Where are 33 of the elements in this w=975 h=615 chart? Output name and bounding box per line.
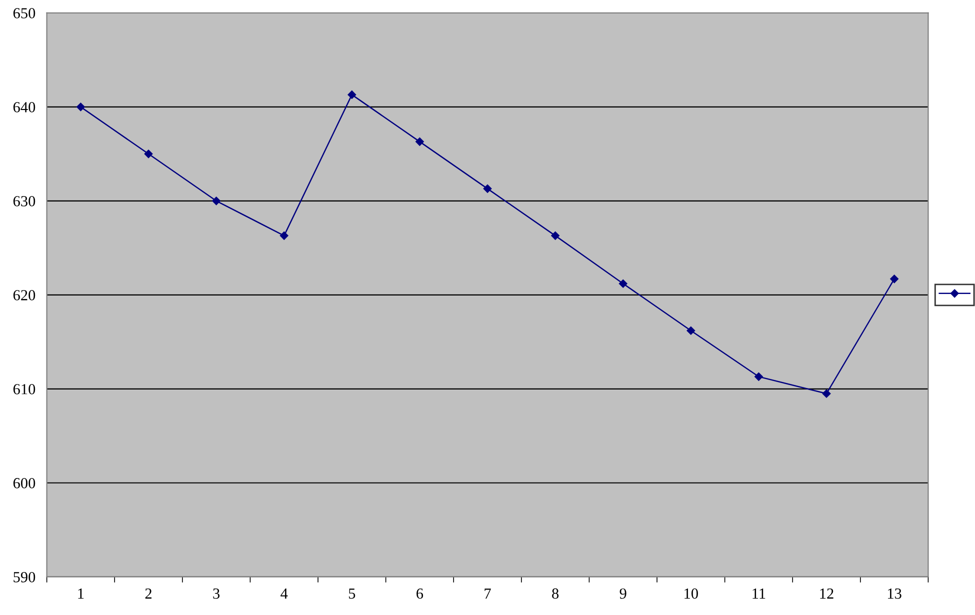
x-tick-label: 13 [888,588,902,599]
point [686,326,696,335]
x-tick-label: 4 [280,588,288,599]
y-tick-label: 610 [13,384,36,394]
point [483,184,492,193]
x-tick-label: 11 [752,588,766,599]
point [76,102,85,112]
y-tick-label: 600 [13,478,36,488]
x-tick-label: 1 [78,588,84,599]
point [822,389,831,398]
x-tick-label: 6 [416,588,424,599]
point [212,196,220,206]
point [890,274,898,284]
y-tick-label: 650 [13,8,36,18]
point [754,372,763,381]
y-tick-label: 590 [14,572,36,582]
point [551,232,560,240]
x-tick-label: 7 [484,588,491,599]
x-tick-label: 5 [348,588,356,599]
y-tick-label: 640 [13,102,36,112]
point [618,279,628,288]
x-tick-label: 2 [145,588,152,599]
x-tick-label: 12 [820,588,834,599]
y-tick-label: 620 [13,290,36,300]
point [416,138,424,146]
x-tick-label: 9 [620,588,626,599]
x-tick-label: 3 [213,588,220,599]
point [144,150,153,158]
point [280,232,288,240]
x-tick-label: 10 [684,588,698,599]
y-tick-label: 630 [13,196,36,206]
x-tick-label: 8 [552,588,559,599]
point [348,90,356,99]
